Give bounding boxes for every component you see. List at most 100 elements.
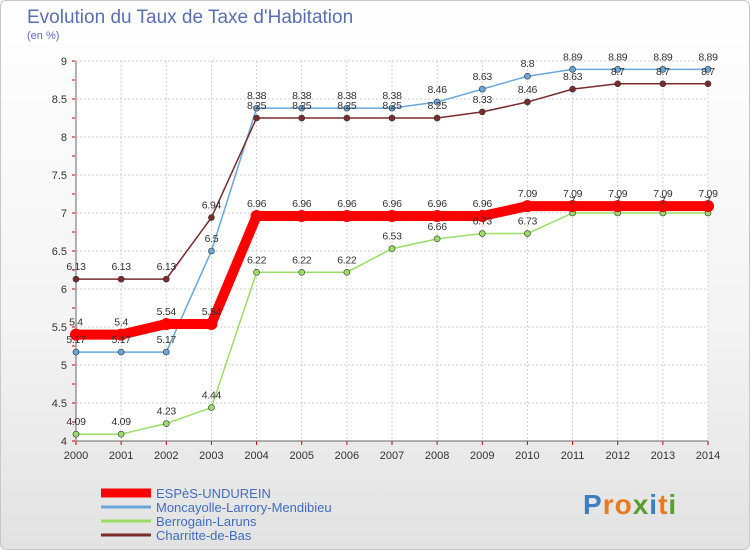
data-label: 6.13 (66, 261, 86, 273)
data-label: 5.4 (69, 317, 83, 329)
data-point (521, 200, 534, 213)
x-tick-label: 2000 (64, 450, 88, 462)
data-label: 4.44 (202, 390, 222, 402)
data-label: 8.46 (428, 84, 448, 96)
data-point (117, 430, 125, 438)
y-tick-label: 8 (61, 132, 67, 144)
data-point (208, 214, 215, 221)
data-point (702, 200, 714, 213)
data-point (478, 108, 486, 116)
x-tick-label: 2011 (561, 450, 585, 462)
data-point (208, 247, 215, 255)
data-label: 8.38 (292, 90, 312, 102)
x-tick-label: 2008 (425, 450, 449, 462)
data-label: 8.89 (608, 51, 628, 63)
data-point (115, 328, 128, 341)
data-point (208, 404, 215, 411)
y-tick-label: 6.5 (52, 246, 67, 258)
logo-letter: r (602, 489, 615, 520)
data-point (656, 200, 669, 213)
data-label: 8.63 (563, 71, 583, 83)
data-point (659, 66, 667, 73)
data-point (478, 85, 486, 93)
data-label: 6.96 (473, 198, 493, 210)
y-tick-label: 4 (61, 436, 67, 448)
data-label: 6.66 (428, 221, 448, 233)
data-point (388, 114, 396, 122)
logo-letter: i (649, 489, 659, 520)
data-label: 6.96 (428, 198, 448, 210)
data-label: 6.73 (473, 216, 493, 228)
data-point (433, 98, 441, 106)
data-label: 5.54 (202, 306, 222, 318)
data-label: 8.46 (518, 84, 538, 96)
y-tick-label: 8.5 (52, 94, 67, 106)
data-label: 8.7 (656, 66, 670, 78)
data-point (431, 210, 444, 223)
legend-label: ESPèS-UNDUREIN (156, 486, 271, 501)
data-point (388, 245, 396, 253)
data-label: 6.5 (205, 233, 219, 245)
data-label: 8.63 (473, 71, 493, 83)
data-point (253, 268, 260, 276)
y-tick-label: 7 (61, 208, 67, 220)
logo-letter: o (614, 489, 633, 520)
data-point (433, 114, 441, 122)
data-point (524, 72, 531, 80)
data-label: 8.38 (337, 90, 357, 102)
x-tick-label: 2005 (289, 450, 313, 462)
y-tick-label: 5.5 (52, 322, 67, 334)
data-point (253, 114, 260, 122)
data-label: 6.94 (202, 200, 222, 212)
data-label: 5.17 (66, 334, 86, 346)
proxiti-logo: Proxiti (583, 489, 677, 521)
data-point (72, 275, 80, 283)
data-point (160, 317, 173, 330)
data-point (388, 104, 396, 112)
data-label: 6.96 (382, 198, 402, 210)
data-label: 8.89 (653, 51, 673, 63)
data-point (162, 420, 170, 427)
data-point (524, 98, 531, 106)
x-tick-label: 2002 (154, 450, 178, 462)
data-label: 7.09 (608, 188, 628, 200)
data-label: 6.13 (157, 261, 177, 273)
data-label: 6.53 (382, 231, 402, 243)
data-point (343, 114, 351, 122)
data-label: 7 (660, 195, 666, 207)
y-tick-label: 7.5 (52, 170, 67, 182)
data-label: 6.96 (337, 198, 357, 210)
x-tick-label: 2006 (335, 450, 359, 462)
data-label: 8.89 (698, 51, 718, 63)
legend-label: Charritte-de-Bas (156, 528, 252, 543)
data-label: 6.96 (292, 198, 312, 210)
data-point (704, 80, 712, 88)
data-point (250, 210, 263, 223)
data-label: 8.25 (337, 100, 357, 112)
data-point (614, 80, 622, 88)
logo-letter: t (658, 489, 669, 520)
y-tick-label: 4.5 (52, 398, 67, 410)
logo-letter: x (632, 489, 650, 520)
x-tick-label: 2013 (651, 450, 675, 462)
x-tick-label: 2004 (244, 450, 268, 462)
data-label: 7 (615, 195, 621, 207)
data-point (386, 210, 398, 223)
data-point (70, 328, 82, 341)
data-label: 8.38 (247, 90, 267, 102)
data-point (117, 348, 125, 356)
data-point (117, 275, 125, 283)
legend-label: Berrogain-Laruns (156, 514, 257, 529)
data-point (162, 348, 170, 356)
data-label: 8.7 (611, 66, 625, 78)
data-point (566, 200, 579, 213)
data-point (614, 66, 622, 73)
chart-title: Evolution du Taux de Taxe d'Habitation (27, 7, 354, 28)
y-tick-label: 6 (61, 284, 67, 296)
data-point (704, 66, 712, 73)
data-label: 7 (705, 195, 711, 207)
x-tick-label: 2012 (605, 450, 629, 462)
data-label: 4.09 (112, 416, 132, 428)
data-label: 8.25 (292, 100, 312, 112)
